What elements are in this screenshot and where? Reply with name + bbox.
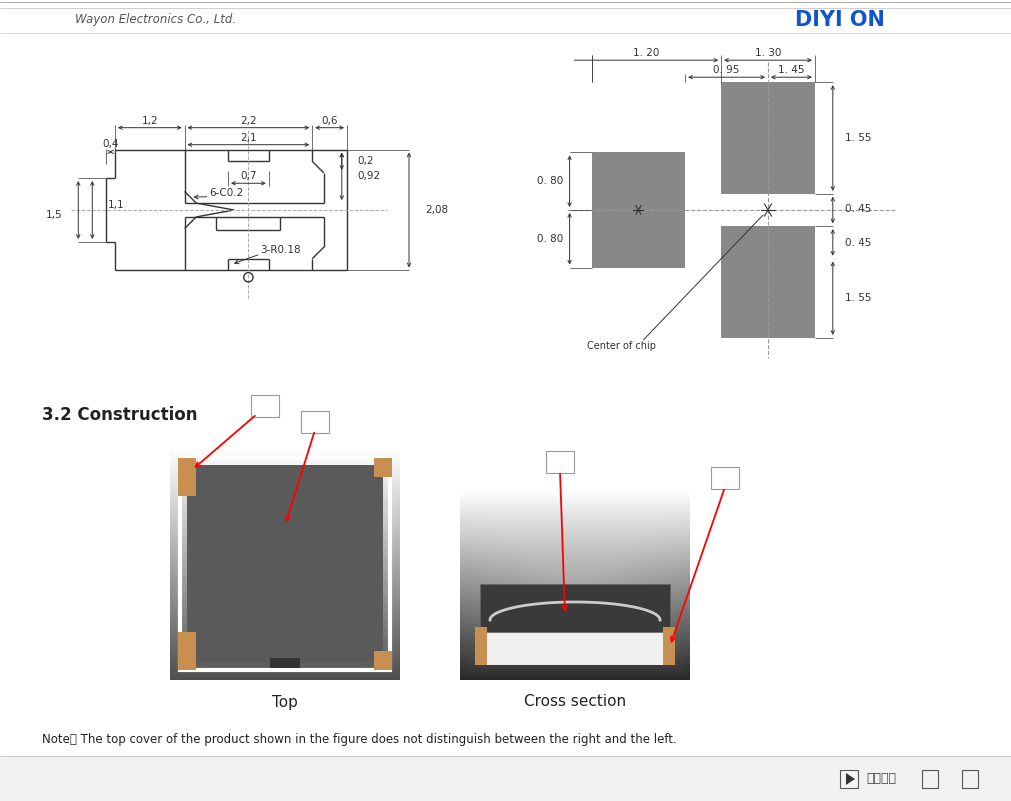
Text: 3.2 Construction: 3.2 Construction <box>42 406 197 424</box>
Text: 0,4: 0,4 <box>102 139 118 149</box>
Text: 1: 1 <box>309 415 319 429</box>
Text: 1. 20: 1. 20 <box>633 48 659 58</box>
Bar <box>662 627 674 665</box>
Text: 0. 80: 0. 80 <box>537 234 563 244</box>
Text: 我的视频: 我的视频 <box>865 772 895 786</box>
Polygon shape <box>845 773 854 785</box>
Bar <box>591 152 684 268</box>
FancyBboxPatch shape <box>251 395 279 417</box>
Text: 1,1: 1,1 <box>108 200 124 210</box>
Bar <box>0 757 1011 801</box>
Text: 1,2: 1,2 <box>142 115 158 126</box>
Text: 0. 45: 0. 45 <box>844 239 870 248</box>
Bar <box>474 627 674 665</box>
Text: 0,7: 0,7 <box>240 171 257 181</box>
Text: 2,08: 2,08 <box>425 205 448 215</box>
Text: 0. 80: 0. 80 <box>537 176 563 186</box>
Text: 0. 95: 0. 95 <box>713 65 739 75</box>
Text: Note： The top cover of the product shown in the figure does not distinguish betw: Note： The top cover of the product shown… <box>42 734 676 747</box>
Text: 2,2: 2,2 <box>240 115 257 126</box>
Bar <box>961 770 977 788</box>
Text: 3-R0.18: 3-R0.18 <box>260 245 300 255</box>
FancyBboxPatch shape <box>546 451 573 473</box>
Text: Wayon Electronics Co., Ltd.: Wayon Electronics Co., Ltd. <box>75 14 236 26</box>
Text: 1. 45: 1. 45 <box>777 65 804 75</box>
Text: 1,5: 1,5 <box>45 210 63 220</box>
FancyBboxPatch shape <box>711 467 738 489</box>
Bar <box>839 770 857 788</box>
Text: 0. 45: 0. 45 <box>844 204 870 214</box>
Text: 4: 4 <box>260 399 270 413</box>
Text: DIYI ON: DIYI ON <box>795 10 884 30</box>
Text: 6-C0.2: 6-C0.2 <box>209 187 244 198</box>
Bar <box>178 632 196 670</box>
Text: 1. 55: 1. 55 <box>844 133 870 143</box>
Bar <box>474 627 486 665</box>
Bar <box>721 83 814 194</box>
Bar <box>180 458 389 670</box>
Bar <box>479 584 669 632</box>
Bar <box>374 651 391 670</box>
Text: 1. 55: 1. 55 <box>844 293 870 304</box>
Bar <box>270 658 299 668</box>
Bar <box>178 458 196 496</box>
Bar <box>921 770 937 788</box>
Text: 0,2: 0,2 <box>358 156 374 167</box>
Text: Top: Top <box>272 694 297 710</box>
Text: 2: 2 <box>720 471 729 485</box>
Text: 0,6: 0,6 <box>321 115 338 126</box>
Bar <box>721 226 814 338</box>
Text: 1. 30: 1. 30 <box>754 48 780 58</box>
Text: Center of chip: Center of chip <box>586 340 655 351</box>
Text: Cross section: Cross section <box>524 694 626 710</box>
FancyBboxPatch shape <box>300 411 329 433</box>
Bar <box>187 465 382 663</box>
Text: 2,1: 2,1 <box>240 133 257 143</box>
Text: 0,92: 0,92 <box>358 171 380 181</box>
Text: 3: 3 <box>555 455 564 469</box>
Bar <box>374 458 391 477</box>
